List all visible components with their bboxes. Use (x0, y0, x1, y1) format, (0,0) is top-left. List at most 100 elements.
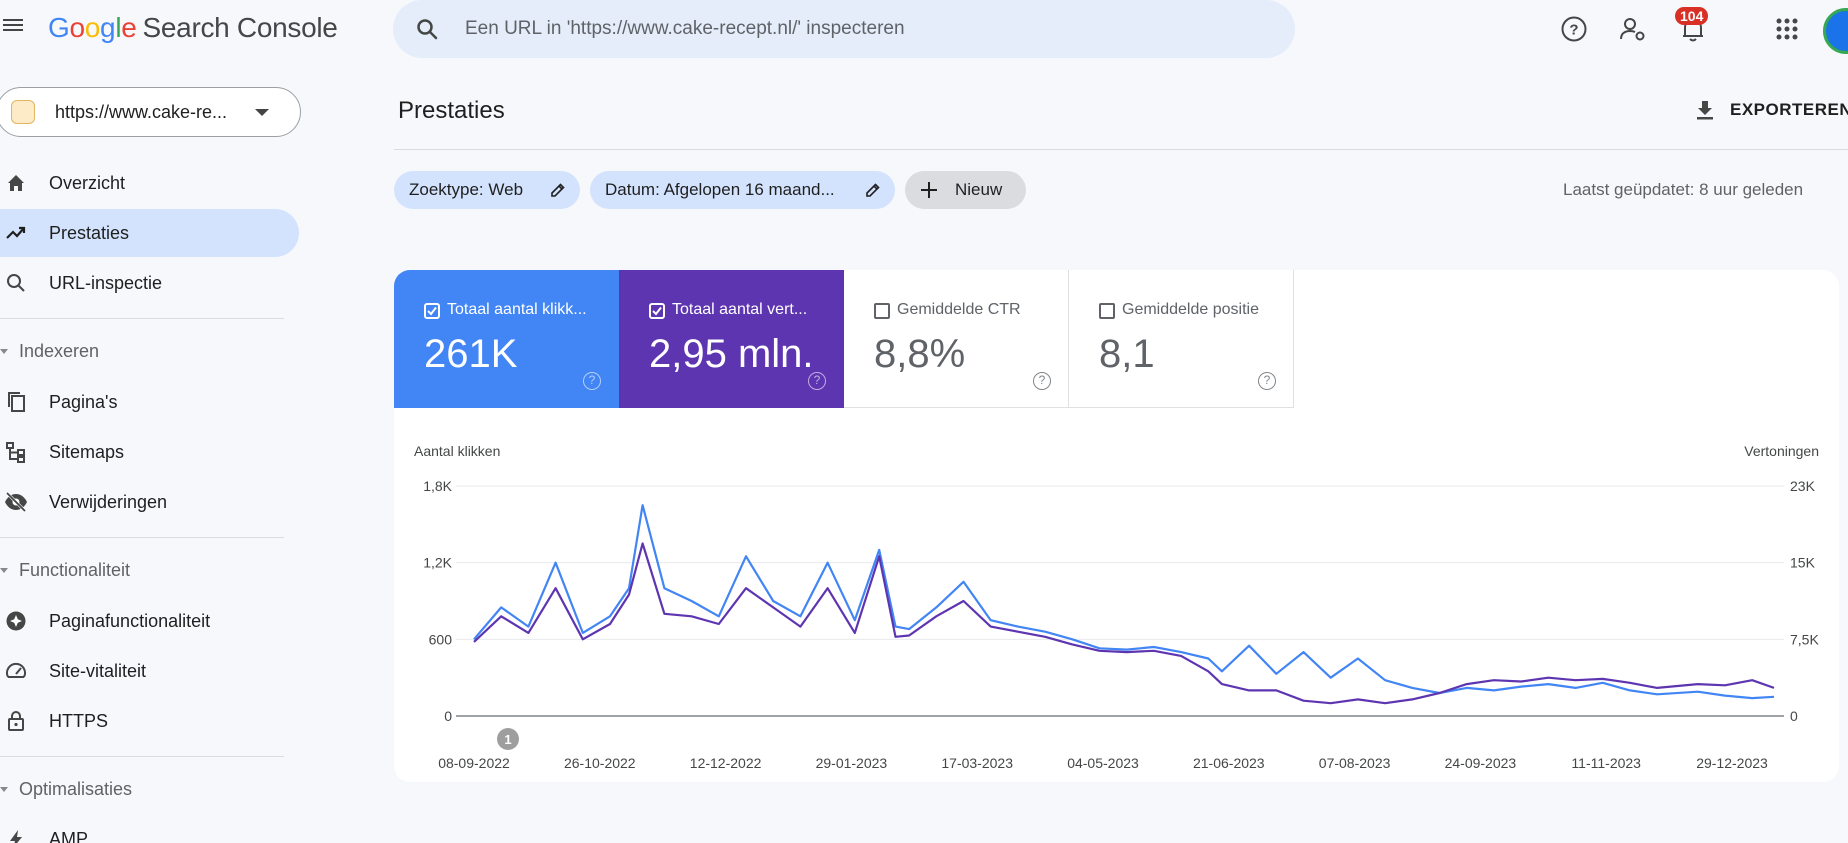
sidebar-item-paginafunctionaliteit[interactable]: Paginafunctionaliteit (0, 597, 299, 645)
sidebar-item-label: AMP (49, 829, 89, 843)
property-selector[interactable]: https://www.cake-re... (0, 87, 301, 137)
sidebar-item-label: URL-inspectie (49, 273, 163, 293)
x-tick-label: 29-12-2023 (1696, 755, 1768, 771)
sidebar-item-paginas[interactable]: Pagina's (0, 378, 299, 426)
svg-text:?: ? (1569, 22, 1578, 39)
trending-up-icon (4, 221, 28, 245)
sidebar-item-sitemaps[interactable]: Sitemaps (0, 428, 299, 476)
metric-label: Gemiddelde CTR (897, 301, 1021, 318)
eye-off-icon (4, 490, 28, 514)
sidebar-section-title: Optimalisaties (19, 779, 133, 799)
sidebar-item-site-vitaliteit[interactable]: Site-vitaliteit (0, 647, 299, 695)
annotation-marker (497, 728, 519, 750)
metric-value: 8,8% (874, 332, 966, 376)
x-tick-label: 29-01-2023 (816, 755, 888, 771)
page-experience-icon (4, 609, 28, 633)
collapse-arrow-icon (0, 787, 8, 792)
sidebar-section-title: Functionaliteit (19, 560, 131, 580)
x-tick-label: 24-09-2023 (1445, 755, 1517, 771)
notification-count-badge: 104 (1675, 7, 1709, 25)
filter-chip-date[interactable]: Datum: Afgelopen 16 maand... (590, 171, 895, 209)
download-icon (1697, 101, 1713, 120)
url-inspect-input[interactable] (465, 18, 1265, 40)
main-menu-icon[interactable] (2, 16, 28, 42)
metric-value: 8,1 (1099, 332, 1155, 376)
checkbox-checked-icon[interactable] (424, 303, 440, 319)
page-title: Prestaties (398, 97, 505, 124)
filter-chip-label: Zoektype: Web (409, 180, 524, 199)
last-updated-text: Laatst geüpdatet: 8 uur geleden (1563, 180, 1804, 199)
sidebar-section-optimalisaties[interactable]: Optimalisaties (0, 775, 290, 805)
right-tick-label: 15K (1790, 555, 1816, 571)
bolt-icon (4, 827, 28, 843)
lock-icon (4, 709, 28, 733)
help-icon[interactable]: ? (1258, 372, 1276, 390)
sidebar-section-functionaliteit[interactable]: Functionaliteit (0, 556, 290, 586)
filter-chip-label: Datum: Afgelopen 16 maand... (605, 180, 835, 199)
x-tick-label: 07-08-2023 (1319, 755, 1391, 771)
sidebar-item-label: Verwijderingen (49, 492, 168, 512)
sidebar-divider (0, 756, 284, 757)
sidebar-item-url-inspectie[interactable]: URL-inspectie (0, 259, 299, 307)
left-tick-label: 0 (444, 708, 452, 724)
help-icon[interactable]: ? (1033, 372, 1051, 390)
x-tick-label: 08-09-2022 (438, 755, 510, 771)
right-tick-label: 23K (1790, 478, 1816, 494)
help-icon[interactable]: ? (1559, 14, 1589, 44)
performance-chart[interactable]: Aantal klikken Vertoningen 1,8K 23K 1,2K 15K 6… (394, 420, 1839, 782)
metric-value: 2,95 mln. (649, 332, 814, 376)
metric-label: Totaal aantal vert... (672, 301, 808, 318)
right-tick-label: 7,5K (1790, 631, 1819, 647)
sidebar-section-indexeren[interactable]: Indexeren (0, 337, 290, 367)
clicks-series-line (473, 504, 1775, 700)
sidebar-section-title: Indexeren (19, 341, 100, 361)
sidebar-divider (0, 318, 284, 319)
export-button[interactable]: EXPORTEREN (1694, 95, 1848, 125)
edit-icon[interactable] (865, 182, 881, 198)
logo-letter: G (48, 12, 70, 43)
help-icon[interactable]: ? (808, 372, 826, 390)
sidebar-item-verwijderingen[interactable]: Verwijderingen (0, 478, 299, 526)
sidebar-item-overzicht[interactable]: Overzicht (0, 159, 299, 207)
filter-chip-search-type[interactable]: Zoektype: Web (394, 171, 580, 209)
avatar[interactable] (1823, 8, 1848, 54)
site-favicon-icon (11, 100, 35, 124)
collapse-arrow-icon (0, 349, 8, 354)
plus-icon (921, 182, 937, 198)
checkbox-checked-icon[interactable] (649, 303, 665, 319)
help-icon[interactable]: ? (583, 372, 601, 390)
edit-icon[interactable] (550, 182, 566, 198)
impressions-series-line (473, 542, 1775, 705)
url-inspect-search-bar[interactable] (393, 0, 1295, 58)
x-tick-label: 17-03-2023 (941, 755, 1013, 771)
logo-letter: l (115, 12, 122, 43)
add-filter-label: Nieuw (955, 180, 1003, 199)
sidebar-item-prestaties[interactable]: Prestaties (0, 209, 299, 257)
logo-letter: e (121, 12, 137, 43)
search-icon[interactable] (415, 17, 439, 41)
x-tick-label: 21-06-2023 (1193, 755, 1265, 771)
x-tick-label: 04-05-2023 (1067, 755, 1139, 771)
metric-avg-position[interactable]: Gemiddelde positie 8,1 ? (1069, 270, 1294, 408)
sidebar-item-amp[interactable]: AMP (0, 815, 299, 843)
metric-avg-ctr[interactable]: Gemiddelde CTR 8,8% ? (844, 270, 1069, 408)
add-filter-button[interactable]: Nieuw (905, 171, 1026, 209)
sidebar-item-label: Paginafunctionaliteit (49, 611, 211, 631)
apps-icon[interactable] (1772, 14, 1802, 44)
manage-users-icon[interactable] (1618, 14, 1648, 44)
x-tick-label: 26-10-2022 (564, 755, 636, 771)
sidebar-item-https[interactable]: HTTPS (0, 697, 299, 745)
metric-total-impressions[interactable]: Totaal aantal vert... 2,95 mln. ? (619, 270, 844, 408)
sidebar-divider (0, 537, 284, 538)
performance-card: Totaal aantal klikk... 261K ? Totaal aan… (394, 270, 1839, 782)
metric-value: 261K (424, 332, 518, 376)
checkbox-unchecked-icon[interactable] (874, 303, 890, 319)
metric-total-clicks[interactable]: Totaal aantal klikk... 261K ? (394, 270, 619, 408)
checkbox-unchecked-icon[interactable] (1099, 303, 1115, 319)
search-console-logo[interactable]: Google Search Console (48, 12, 338, 44)
sidebar-item-label: Overzicht (49, 173, 126, 193)
export-label: EXPORTEREN (1730, 100, 1848, 119)
x-tick-label: 11-11-2023 (1571, 755, 1641, 771)
sitemap-icon (4, 440, 28, 464)
